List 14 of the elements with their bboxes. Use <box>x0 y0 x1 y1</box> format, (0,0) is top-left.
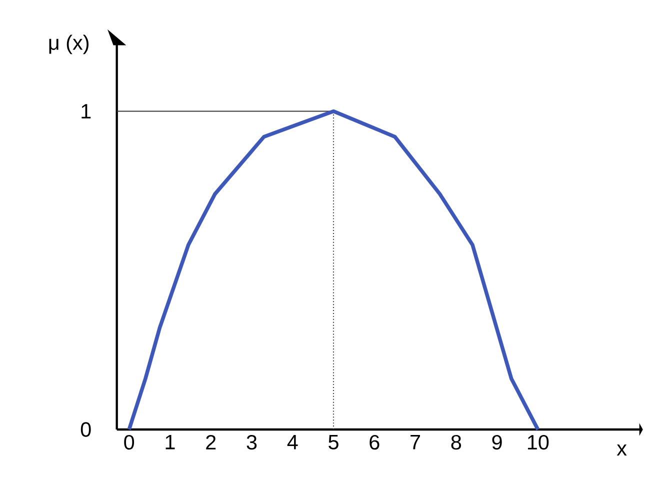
x-tick-label: 7 <box>410 435 420 450</box>
line-series <box>127 109 540 432</box>
x-tick-label: 10 <box>528 435 549 450</box>
x-tick-label: 3 <box>246 435 257 450</box>
y-axis-title: μ (x) <box>49 34 88 54</box>
x-tick-label: 0 <box>124 435 134 450</box>
x-tick-label: 5 <box>328 435 338 450</box>
x-tick-label: 1 <box>166 435 175 450</box>
x-tick-label: 4 <box>287 435 298 450</box>
x-tick-label: 8 <box>451 435 462 450</box>
x-tick-label: 2 <box>206 435 216 450</box>
x-tick-label: 6 <box>370 435 380 450</box>
x-tick-label: 9 <box>492 435 502 450</box>
x-axis-title: x <box>616 444 627 456</box>
